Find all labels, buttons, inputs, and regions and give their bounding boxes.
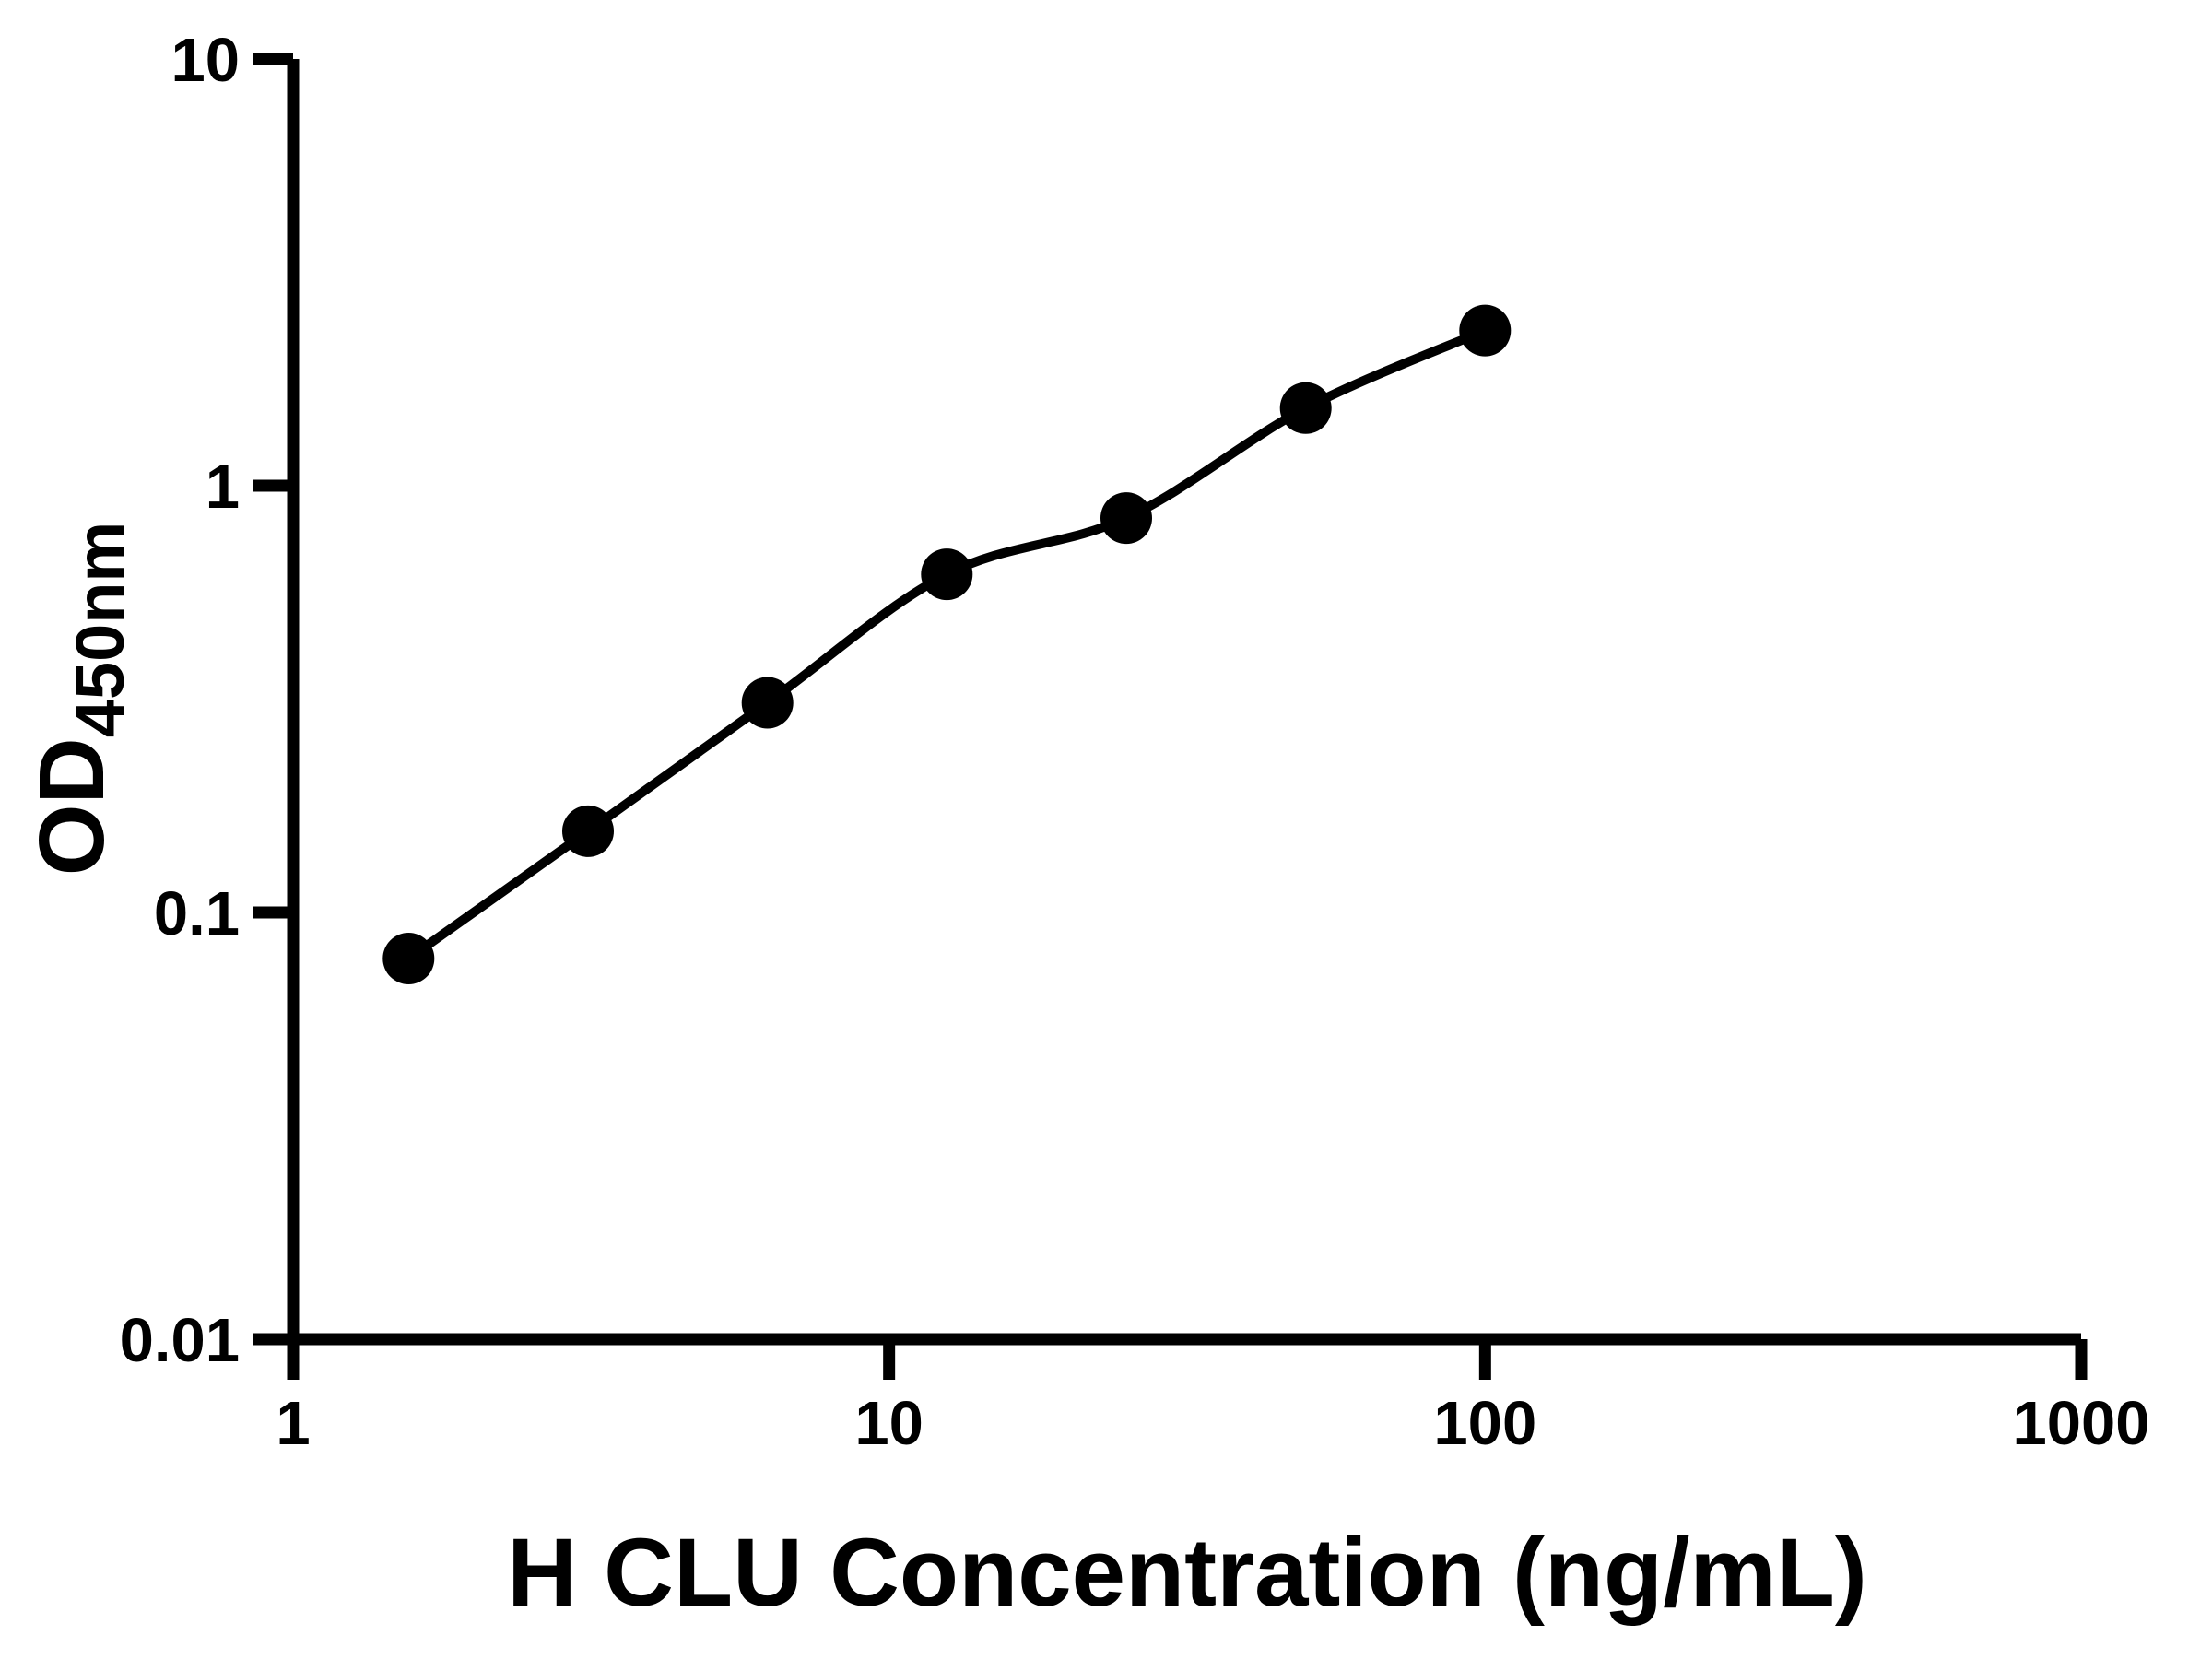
axes [287,59,2081,1346]
y-tick-label: 1 [206,453,240,522]
x-tick-label: 10 [854,1389,924,1458]
y-tick-label: 10 [171,26,240,95]
x-tick-label: 1 [276,1389,310,1458]
x-tick-label: 100 [1433,1389,1536,1458]
data-point [562,805,614,857]
data-series [382,304,1512,984]
axis-spines [287,59,2081,1346]
x-axis-title: H CLU Concentration (ng/mL) [507,1519,1867,1627]
y-axis-title: OD450nm [20,522,138,876]
data-point [382,933,435,984]
axis-ticks [253,53,2088,1380]
axis-tick-labels: 0.01 0.1 1 10 1 10 100 1000 [120,26,2150,1458]
y-tick-label: 0.1 [154,879,240,948]
data-point [1459,304,1512,357]
y-axis-title-subscript: 450nm [62,522,138,737]
data-point [1279,382,1332,434]
data-point [1100,492,1152,545]
data-point [741,677,794,729]
data-point [921,548,973,601]
y-axis-title-main: OD [20,737,124,876]
x-tick-label: 1000 [2012,1389,2149,1458]
y-tick-label: 0.01 [120,1306,240,1375]
